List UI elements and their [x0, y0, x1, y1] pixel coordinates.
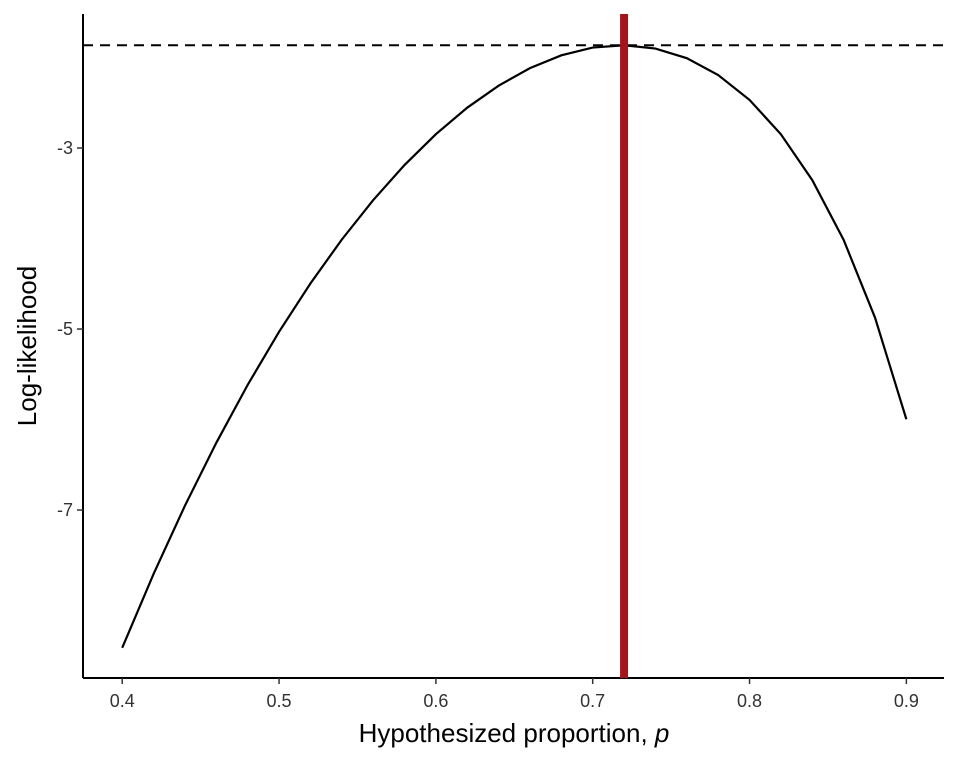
- x-tick-label: 0.8: [737, 691, 762, 711]
- y-axis-title: Log-likelihood: [12, 266, 42, 426]
- x-axis-title-symbol: p: [654, 718, 669, 748]
- y-tick-label: -3: [57, 138, 73, 158]
- line: [121, 44, 908, 649]
- x-tick-label: 0.5: [267, 691, 292, 711]
- x-axis-title: Hypothesized proportion, p: [359, 718, 670, 748]
- y-tick-label: -7: [57, 500, 73, 520]
- x-tick-label: 0.4: [110, 691, 135, 711]
- y-tick-label: -5: [57, 319, 73, 339]
- x-axis-title-text: Hypothesized proportion,: [359, 718, 648, 748]
- x-tick-label: 0.7: [580, 691, 605, 711]
- x-tick-label: 0.9: [894, 691, 919, 711]
- x-tick-label: 0.6: [423, 691, 448, 711]
